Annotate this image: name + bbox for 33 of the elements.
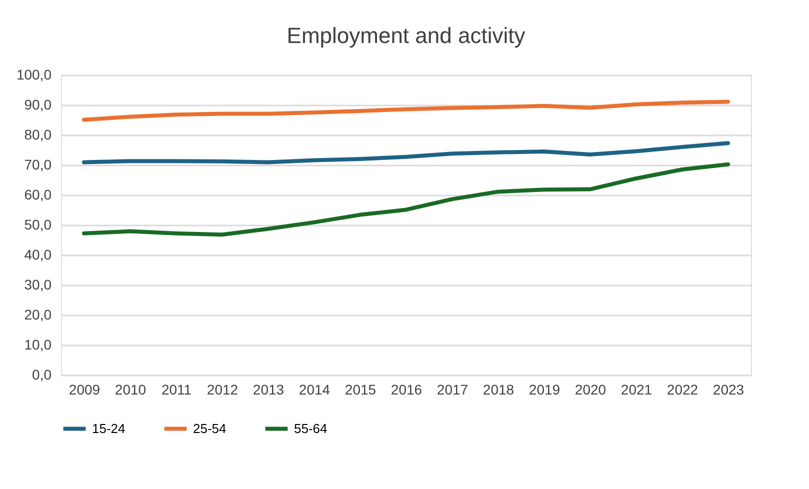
x-tick-label: 2011: [161, 382, 192, 398]
legend-label: 55-64: [294, 420, 328, 436]
x-tick-label: 2017: [436, 382, 468, 398]
x-tick-label: 2009: [68, 382, 100, 398]
x-tick-label: 2020: [574, 382, 606, 398]
chart-title: Employment and activity: [286, 23, 526, 48]
legend-label: 25-54: [193, 420, 226, 436]
x-tick-label: 2023: [712, 382, 744, 398]
y-tick-label: 50,0: [24, 216, 52, 232]
x-tick-label: 2010: [114, 382, 146, 398]
y-tick-label: 60,0: [24, 186, 52, 202]
y-tick-label: 90,0: [24, 96, 52, 112]
y-tick-label: 0,0: [32, 366, 52, 382]
y-tick-label: 100,0: [16, 66, 52, 82]
x-tick-label: 2012: [206, 382, 238, 398]
x-tick-label: 2022: [666, 382, 698, 398]
line-series: [82, 141, 730, 164]
x-tick-label: 2018: [482, 382, 514, 398]
y-tick-label: 10,0: [24, 336, 52, 352]
y-tick-label: 40,0: [24, 246, 52, 262]
y-tick-label: 80,0: [24, 126, 52, 142]
legend-label: 15-24: [92, 420, 126, 436]
x-tick-label: 2013: [252, 382, 284, 398]
x-tick-label: 2015: [344, 382, 376, 398]
y-tick-label: 70,0: [24, 156, 52, 172]
x-tick-label: 2021: [620, 382, 652, 398]
y-tick-label: 30,0: [24, 276, 52, 292]
x-tick-label: 2019: [528, 382, 560, 398]
y-tick-label: 20,0: [24, 306, 52, 322]
x-tick-label: 2014: [298, 382, 330, 398]
line-series: [82, 100, 730, 122]
line-series: [82, 162, 730, 237]
x-tick-label: 2016: [390, 382, 422, 398]
